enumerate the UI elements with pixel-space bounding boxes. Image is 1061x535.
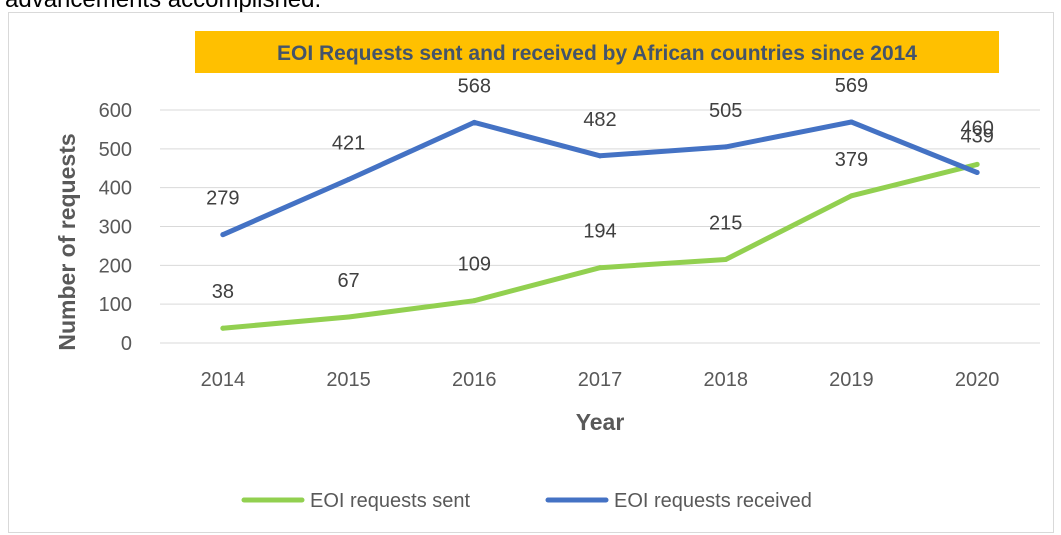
data-point	[974, 161, 980, 167]
data-point	[848, 193, 854, 199]
data-point	[597, 153, 603, 159]
y-tick-label: 200	[99, 255, 132, 277]
data-label: 109	[458, 254, 491, 276]
preceding-text: advancements accomplished.	[5, 0, 321, 14]
y-tick-label: 500	[99, 139, 132, 161]
data-label: 568	[458, 75, 491, 97]
data-label: 379	[835, 149, 868, 171]
chart-title-background	[195, 31, 999, 73]
y-axis-title: Number of requests	[54, 133, 80, 350]
data-label: 194	[583, 221, 616, 243]
data-label: 67	[337, 270, 359, 292]
x-tick-label: 2020	[955, 369, 1000, 391]
data-point	[723, 144, 729, 150]
legend: EOI requests sent EOI requests received	[241, 490, 812, 512]
series-line	[220, 161, 980, 331]
data-point	[471, 119, 477, 125]
y-tick-label: 100	[99, 294, 132, 316]
x-tick-label: 2015	[326, 369, 371, 391]
data-label: 421	[332, 133, 365, 155]
data-point	[974, 170, 980, 176]
series-lines	[220, 119, 980, 331]
data-label: 505	[709, 100, 742, 122]
data-label: 569	[835, 75, 868, 97]
y-tick-label: 300	[99, 217, 132, 239]
y-axis-ticks: 0 100 200 300 400 500 600	[99, 100, 132, 355]
data-point	[471, 298, 477, 304]
x-tick-label: 2014	[201, 369, 246, 391]
data-point	[723, 257, 729, 263]
x-axis-title: Year	[576, 409, 625, 435]
chart-frame	[8, 12, 1054, 533]
chart-title: EOI Requests sent and received by Africa…	[277, 42, 917, 65]
data-label: 279	[206, 188, 239, 210]
y-tick-label: 400	[99, 178, 132, 200]
legend-label: EOI requests sent	[310, 490, 471, 512]
data-label: 439	[960, 126, 993, 148]
x-axis-ticks: 2014 2015 2016 2017 2018 2019 2020	[201, 369, 1000, 391]
data-point	[346, 177, 352, 183]
x-tick-label: 2017	[578, 369, 623, 391]
y-tick-label: 0	[121, 333, 132, 355]
data-point	[597, 265, 603, 271]
data-label: 460	[960, 117, 993, 139]
x-tick-label: 2016	[452, 369, 497, 391]
data-point	[346, 314, 352, 320]
data-point	[220, 232, 226, 238]
data-point	[220, 325, 226, 331]
x-tick-label: 2018	[703, 369, 748, 391]
y-tick-label: 600	[99, 100, 132, 122]
data-label: 38	[212, 281, 234, 303]
data-labels: 38 67 109 194 215 379 460 279 421 568 482 505 569 439	[206, 75, 994, 303]
data-label: 482	[583, 109, 616, 131]
data-point	[848, 119, 854, 125]
data-label: 215	[709, 213, 742, 235]
x-tick-label: 2019	[829, 369, 874, 391]
legend-label: EOI requests received	[614, 490, 812, 512]
